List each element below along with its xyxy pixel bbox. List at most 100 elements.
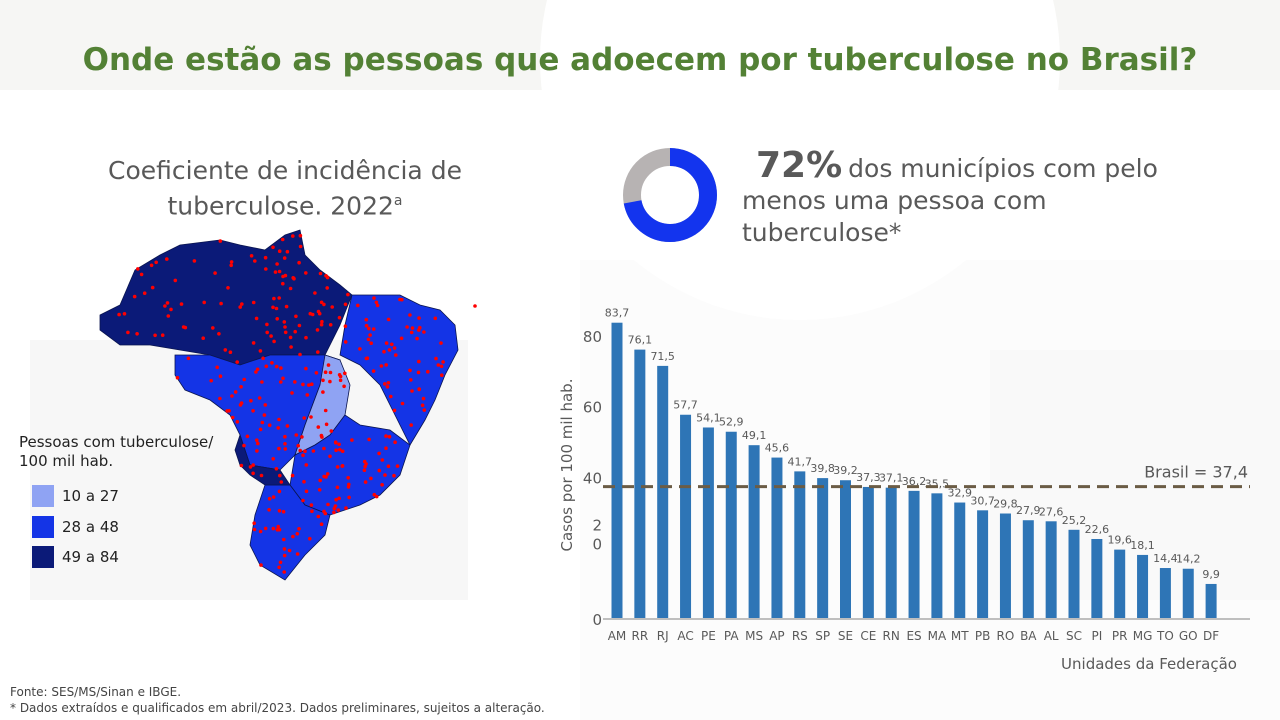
- case-dot: [294, 314, 298, 319]
- case-dot: [316, 350, 320, 354]
- case-dot: [282, 570, 286, 574]
- case-dot: [264, 267, 268, 271]
- data-label: 45,6: [765, 442, 790, 455]
- case-dot: [269, 334, 273, 338]
- case-dot: [323, 511, 328, 516]
- case-dot: [276, 524, 280, 529]
- case-dot: [383, 382, 387, 386]
- case-dot: [275, 317, 279, 321]
- case-dot: [303, 449, 307, 453]
- case-dot: [252, 527, 257, 532]
- bar-MG: [1137, 554, 1149, 619]
- donut-filled-segment: [623, 148, 717, 242]
- legend-swatch: [32, 485, 54, 507]
- case-dot: [323, 370, 328, 374]
- case-dot: [283, 434, 287, 439]
- case-dot: [343, 340, 348, 344]
- case-dot: [371, 327, 376, 331]
- case-dot: [271, 457, 275, 461]
- case-dot: [256, 441, 260, 446]
- case-dot: [173, 278, 178, 283]
- data-label: 39,2: [833, 464, 858, 477]
- case-dot: [245, 434, 250, 439]
- bar-ES: [908, 490, 920, 619]
- case-dot: [328, 379, 332, 384]
- data-label: 14,2: [1176, 553, 1201, 566]
- case-dot: [334, 497, 338, 502]
- case-dot: [395, 464, 400, 468]
- case-dot: [251, 409, 255, 413]
- case-dot: [263, 255, 268, 260]
- case-dot: [338, 378, 343, 383]
- case-dot: [421, 396, 426, 401]
- case-dot: [263, 403, 268, 407]
- bar-MT: [954, 502, 966, 619]
- case-dot: [226, 286, 230, 290]
- case-dot: [271, 526, 276, 531]
- case-dot: [318, 271, 323, 276]
- case-dot: [334, 440, 338, 445]
- case-dot: [316, 425, 321, 429]
- case-dot: [291, 534, 295, 539]
- case-dot: [386, 317, 391, 322]
- case-dot: [319, 522, 324, 526]
- case-dot: [135, 332, 139, 336]
- case-dot: [264, 364, 269, 369]
- case-dot: [228, 350, 233, 354]
- case-dot: [259, 473, 264, 478]
- case-dot: [386, 381, 391, 385]
- y-tick-label: 0: [592, 536, 602, 554]
- case-dot: [310, 509, 314, 513]
- case-dot: [417, 359, 421, 364]
- case-dot: [235, 420, 240, 424]
- case-dot: [283, 330, 288, 335]
- case-dot: [277, 296, 281, 300]
- case-dot: [230, 415, 235, 420]
- case-dot: [181, 325, 186, 329]
- case-dot: [322, 302, 326, 307]
- source-note: Fonte: SES/MS/Sinan e IBGE.: [10, 685, 182, 699]
- case-dot: [426, 369, 430, 374]
- case-dot: [383, 473, 387, 477]
- case-dot: [330, 305, 334, 309]
- donut-caption: 72% dos municípios com pelo menos uma pes…: [742, 148, 1212, 249]
- category-label: BA: [1020, 629, 1037, 643]
- case-dot: [265, 330, 269, 335]
- case-dot: [279, 480, 284, 484]
- case-dot: [132, 294, 137, 299]
- case-dot: [233, 390, 238, 394]
- category-label: RO: [997, 629, 1015, 643]
- case-dot: [302, 416, 306, 420]
- bar-RR: [634, 349, 646, 619]
- case-dot: [179, 302, 184, 306]
- case-dot: [313, 291, 317, 295]
- case-dot: [367, 437, 371, 442]
- case-dot: [277, 417, 281, 422]
- case-dot: [239, 385, 243, 389]
- case-dot: [276, 426, 280, 430]
- category-label: PR: [1112, 629, 1128, 643]
- case-dot: [408, 368, 412, 373]
- bar-AL: [1045, 521, 1057, 619]
- case-dot: [322, 446, 326, 451]
- case-dot: [319, 300, 324, 305]
- bar-PA: [725, 431, 737, 619]
- case-dot: [282, 256, 287, 260]
- case-dot: [337, 496, 341, 501]
- case-dot: [160, 333, 165, 337]
- case-dot: [284, 304, 289, 309]
- case-dot: [377, 468, 382, 473]
- case-dot: [439, 364, 444, 369]
- case-dot: [230, 394, 234, 398]
- case-dot: [308, 536, 312, 541]
- background-panel: [990, 350, 1280, 600]
- map-legend-title: Pessoas com tuberculose/ 100 mil hab.: [19, 433, 214, 470]
- case-dot: [337, 315, 342, 320]
- case-dot: [298, 244, 303, 249]
- case-dot: [325, 286, 329, 290]
- case-dot: [420, 403, 425, 408]
- page-title: Onde estão as pessoas que adoecem por tu…: [82, 42, 1198, 78]
- data-label: 25,2: [1062, 514, 1087, 527]
- case-dot: [304, 463, 309, 467]
- case-dot: [380, 458, 385, 462]
